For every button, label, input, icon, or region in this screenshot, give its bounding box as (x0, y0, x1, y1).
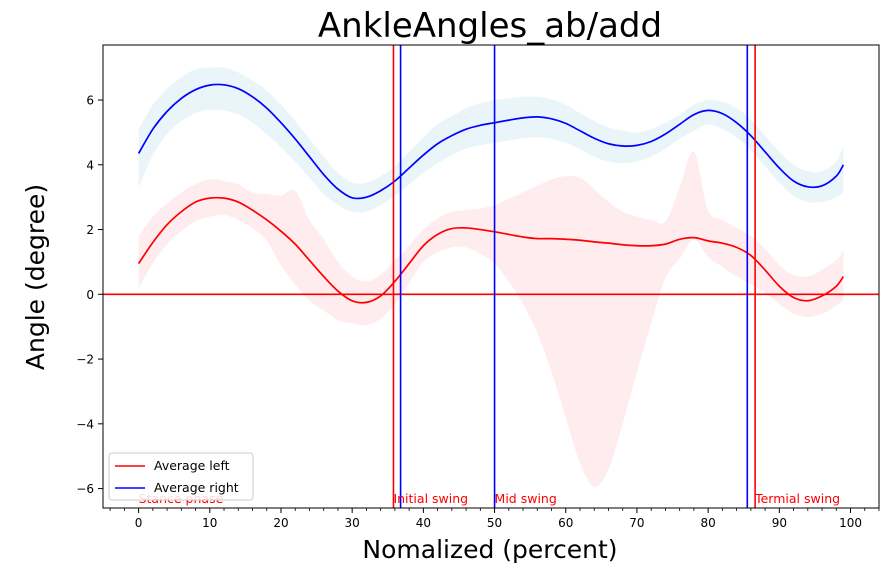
y-tick-label-2: −2 (76, 353, 94, 367)
x-tick-label-10: 10 (202, 516, 217, 530)
x-tick-label-0: 0 (135, 516, 143, 530)
plot-frame (102, 44, 880, 509)
chart-title: AnkleAngles_ab/add (318, 6, 662, 46)
y-tick-label-4: 2 (86, 223, 94, 237)
reference-lines (103, 45, 879, 508)
y-tick-label-6: 6 (86, 94, 94, 108)
phase-label-1: Initial swing (393, 491, 468, 506)
legend-label-right: Average right (154, 480, 239, 495)
y-tick-label-1: −4 (76, 417, 94, 431)
x-axis-ticks: 0 10 20 30 40 50 60 70 80 90 100 (109, 508, 880, 530)
x-tick-label-60: 60 (558, 516, 573, 530)
y-tick-label-5: 4 (86, 158, 94, 172)
x-tick-label-30: 30 (345, 516, 360, 530)
y-axis-ticks: −6 −4 −2 0 2 4 6 (76, 94, 103, 496)
x-tick-label-40: 40 (416, 516, 431, 530)
x-tick-label-100: 100 (839, 516, 862, 530)
x-axis-label: Nomalized (percent) (362, 535, 617, 564)
x-tick-label-50: 50 (487, 516, 502, 530)
legend-label-left: Average left (154, 458, 230, 473)
x-tick-label-70: 70 (629, 516, 644, 530)
x-tick-label-20: 20 (273, 516, 288, 530)
y-axis-label: Angle (degree) (21, 184, 50, 370)
y-tick-label-3: 0 (86, 288, 94, 302)
band-series-0 (138, 151, 844, 488)
band-series-1 (138, 67, 844, 213)
x-tick-label-80: 80 (700, 516, 715, 530)
confidence-bands (138, 67, 844, 488)
x-tick-label-90: 90 (772, 516, 787, 530)
legend: Average left Average right (108, 452, 254, 501)
y-tick-label-0: −6 (76, 482, 94, 496)
phase-label-2: Mid swing (495, 491, 557, 506)
phase-label-3: Termial swing (754, 491, 840, 506)
